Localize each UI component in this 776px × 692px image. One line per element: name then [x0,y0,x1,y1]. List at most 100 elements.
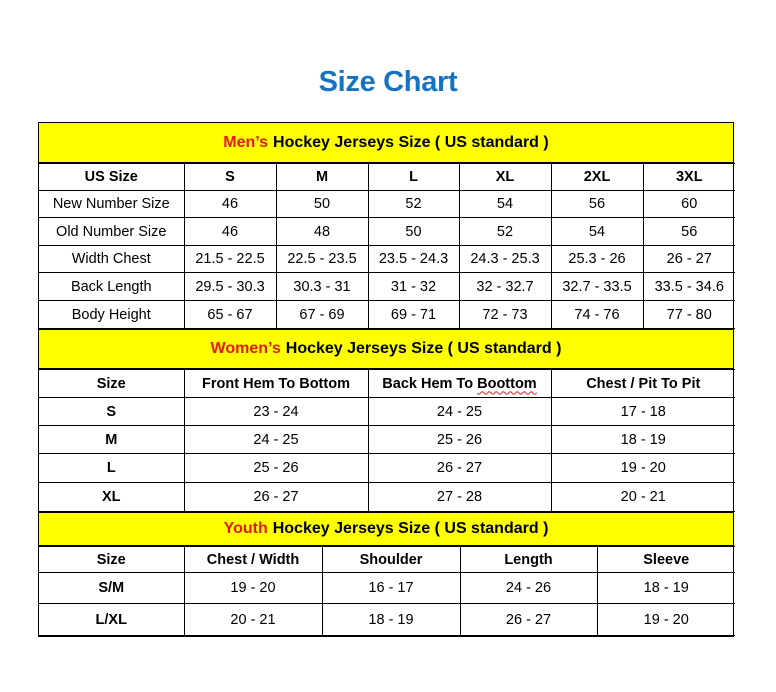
table-cell: 56 [550,190,644,218]
table-cell: 23 - 24 [183,397,369,426]
table-row: XL 26 - 27 27 - 28 20 - 21 [39,482,735,512]
table-row: Body Height 65 - 67 67 - 69 69 - 71 72 - 73 7… [39,300,735,329]
column-header: Front Hem To Bottom [183,369,369,398]
table-row: Back Length 29.5 - 30.3 30.3 - 31 31 - 32 32… [39,272,735,301]
section-heading-text: Hockey Jerseys Size ( US standard ) [285,340,562,357]
column-header: Shoulder [321,546,461,573]
table-row: M 24 - 25 25 - 26 18 - 19 [39,425,735,454]
section-accent-label: Men’s [223,133,269,151]
row-label: M [39,425,185,454]
table-cell: 19 - 20 [550,453,735,483]
table-header-row: Size Front Hem To Bottom Back Hem To Boott… [39,369,735,398]
table-cell: 25.3 - 26 [550,245,644,273]
table-cell: 60 [642,190,735,218]
column-header: Sleeve [596,546,735,573]
table-row: S 23 - 24 24 - 25 17 - 18 [39,397,735,426]
table-header-row: Size Chest / Width Shoulder Length Sleeve [39,546,735,573]
row-label: XL [39,482,185,512]
table-cell: 19 - 20 [596,603,735,636]
column-header: Back Hem To Boottom [367,369,552,398]
section-accent-label: Women’s [210,340,281,357]
women-section-heading: Women’s Hockey Jerseys Size ( US standard… [39,329,733,369]
table-cell: 25 - 26 [367,425,552,454]
table-cell: 18 - 19 [321,603,461,636]
table-cell: 48 [275,217,369,246]
table-cell: 46 [183,217,277,246]
column-header: 2XL [550,163,644,191]
column-header: Length [459,546,598,573]
column-header: Chest / Pit To Pit [550,369,735,398]
table-cell: 26 - 27 [459,603,598,636]
table-row: New Number Size 46 50 52 54 56 60 [39,190,735,218]
men-section: Men’s Hockey Jerseys Size ( US standard )… [39,123,735,329]
table-cell: 20 - 21 [550,482,735,512]
section-heading-text: Hockey Jerseys Size ( US standard ) [273,133,549,151]
table-cell: 26 - 27 [367,453,552,483]
column-header: Chest / Width [183,546,323,573]
column-header: M [275,163,369,191]
column-header: US Size [39,163,185,191]
table-cell: 67 - 69 [275,300,369,329]
youth-size-table: Size Chest / Width Shoulder Length Sleeve S/M… [39,546,735,636]
table-cell: 77 - 80 [642,300,735,329]
table-cell: 56 [642,217,735,246]
table-cell: 17 - 18 [550,397,735,426]
column-header: Size [39,546,185,573]
table-cell: 27 - 28 [367,482,552,512]
table-cell: 16 - 17 [321,572,461,604]
column-header: 3XL [642,163,735,191]
page-title: Size Chart [318,66,458,98]
row-label: S [39,397,185,426]
table-cell: 24 - 26 [459,572,598,604]
section-accent-label: Youth [223,520,268,537]
table-cell: 31 - 32 [367,272,460,301]
column-header: XL [458,163,552,191]
row-label: Body Height [39,300,185,329]
men-size-table: US Size S M L XL 2XL 3XL New Number Size 46 50 52 5… [39,163,735,329]
column-header: L [367,163,460,191]
women-size-table: Size Front Hem To Bottom Back Hem To Boott… [39,369,735,512]
table-cell: 30.3 - 31 [275,272,369,301]
table-cell: 32.7 - 33.5 [550,272,644,301]
men-section-heading: Men’s Hockey Jerseys Size ( US standard ) [39,123,733,163]
table-cell: 20 - 21 [183,603,323,636]
row-label: S/M [39,572,185,604]
column-header: S [183,163,277,191]
youth-section: Youth Hockey Jerseys Size ( US standard )… [39,512,735,636]
table-cell: 18 - 19 [596,572,735,604]
table-cell: 54 [550,217,644,246]
table-cell: 46 [183,190,277,218]
table-cell: 50 [367,217,460,246]
table-cell: 32 - 32.7 [458,272,552,301]
table-cell: 65 - 67 [183,300,277,329]
women-section: Women’s Hockey Jerseys Size ( US standard… [39,329,735,512]
table-row: L/XL 20 - 21 18 - 19 26 - 27 19 - 20 [39,603,735,636]
table-header-row: US Size S M L XL 2XL 3XL [39,163,735,191]
table-cell: 54 [458,190,552,218]
table-cell: 52 [367,190,460,218]
size-chart: Men’s Hockey Jerseys Size ( US standard )… [38,122,735,637]
table-cell: 26 - 27 [183,482,369,512]
table-cell: 25 - 26 [183,453,369,483]
table-cell: 26 - 27 [642,245,735,273]
table-row: S/M 19 - 20 16 - 17 24 - 26 18 - 19 [39,572,735,604]
table-cell: 50 [275,190,369,218]
table-cell: 52 [458,217,552,246]
table-cell: 24 - 25 [183,425,369,454]
table-cell: 29.5 - 30.3 [183,272,277,301]
table-cell: 24.3 - 25.3 [458,245,552,273]
row-label: New Number Size [39,190,185,218]
table-cell: 24 - 25 [367,397,552,426]
table-cell: 22.5 - 23.5 [275,245,369,273]
table-cell: 69 - 71 [367,300,460,329]
table-row: L 25 - 26 26 - 27 19 - 20 [39,453,735,483]
table-cell: 18 - 19 [550,425,735,454]
table-row: Old Number Size 46 48 50 52 54 56 [39,217,735,246]
table-cell: 19 - 20 [183,572,323,604]
table-cell: 33.5 - 34.6 [642,272,735,301]
table-cell: 23.5 - 24.3 [367,245,460,273]
row-label: Back Length [39,272,185,301]
row-label: L [39,453,185,483]
table-row: Width Chest 21.5 - 22.5 22.5 - 23.5 23.5 - … [39,245,735,273]
column-header: Size [39,369,185,398]
